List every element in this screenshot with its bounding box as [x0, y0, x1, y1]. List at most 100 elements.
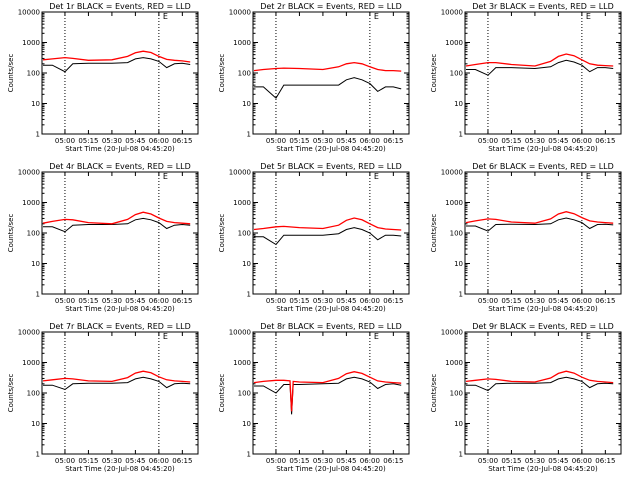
- series-line-events: [466, 59, 614, 76]
- x-tick-label: 05:45: [125, 297, 145, 305]
- y-tick-label: 1: [247, 451, 251, 459]
- y-axis-label: Counts/sec: [430, 214, 438, 253]
- x-tick-label: 05:45: [548, 137, 568, 145]
- chart-title: Det 1r BLACK = Events, RED = LLD: [49, 2, 191, 11]
- x-tick-label: 05:00: [55, 457, 75, 465]
- chart-title: Det 9r BLACK = Events, RED = LLD: [472, 322, 614, 331]
- y-tick-label: 100: [27, 230, 40, 238]
- x-axis-label: Start Time (20-Jul-08 04:45:20): [65, 305, 175, 313]
- y-tick-label: 10000: [229, 329, 251, 337]
- y-tick-label: 10: [31, 100, 40, 108]
- chart-title: Det 6r BLACK = Events, RED = LLD: [472, 162, 614, 171]
- x-tick-label: 05:00: [266, 137, 286, 145]
- series-line-lld: [42, 50, 191, 63]
- chart-panel-4: Det 4r BLACK = Events, RED = LLD 1 10 100 10…: [7, 162, 199, 313]
- series-line-lld: [465, 211, 614, 224]
- chart-title: Det 3r BLACK = Events, RED = LLD: [472, 2, 614, 11]
- x-tick-label: 05:00: [55, 137, 75, 145]
- chart-title: Det 7r BLACK = Events, RED = LLD: [49, 322, 191, 331]
- y-tick-label: 100: [27, 390, 40, 398]
- y-axis-label: Counts/sec: [218, 54, 226, 93]
- x-tick-label: 05:30: [102, 137, 122, 145]
- chart-panel-2: Det 2r BLACK = Events, RED = LLD 1 10 100 10…: [218, 2, 410, 153]
- y-tick-label: 1000: [445, 39, 463, 47]
- x-tick-label: 05:15: [78, 137, 98, 145]
- y-tick-label: 10: [242, 420, 251, 428]
- y-tick-label: 100: [238, 230, 251, 238]
- y-tick-label: 100: [238, 70, 251, 78]
- series-line-lld: [465, 370, 614, 384]
- event-marker: E: [163, 12, 168, 21]
- y-tick-label: 1: [459, 291, 463, 299]
- x-tick-label: 05:00: [478, 137, 498, 145]
- chart-panel-1: Det 1r BLACK = Events, RED = LLD 1 10 100 10…: [7, 2, 199, 153]
- y-axis-label: Counts/sec: [430, 374, 438, 413]
- x-tick-label: 05:45: [336, 457, 356, 465]
- y-tick-label: 1000: [22, 359, 40, 367]
- x-tick-label: 06:15: [595, 457, 615, 465]
- x-tick-label: 06:00: [360, 137, 380, 145]
- x-axis-label: Start Time (20-Jul-08 04:45:20): [488, 145, 598, 153]
- y-tick-label: 1: [247, 291, 251, 299]
- x-tick-label: 06:00: [149, 137, 169, 145]
- chart-panel-9: Det 9r BLACK = Events, RED = LLD 1 10 100 10…: [430, 322, 622, 473]
- x-tick-label: 05:00: [55, 297, 75, 305]
- y-tick-label: 10: [242, 100, 251, 108]
- x-tick-label: 05:45: [336, 297, 356, 305]
- chart-panel-7: Det 7r BLACK = Events, RED = LLD 1 10 100 10…: [7, 322, 199, 473]
- y-tick-label: 100: [450, 230, 463, 238]
- series-line-events: [466, 217, 614, 232]
- x-axis-label: Start Time (20-Jul-08 04:45:20): [65, 465, 175, 473]
- x-tick-label: 05:30: [313, 297, 333, 305]
- x-tick-label: 05:15: [289, 297, 309, 305]
- x-axis-label: Start Time (20-Jul-08 04:45:20): [276, 465, 386, 473]
- x-tick-label: 05:30: [525, 297, 545, 305]
- chart-panel-5: Det 5r BLACK = Events, RED = LLD 1 10 100 10…: [218, 162, 410, 313]
- chart-panel-8: Det 8r BLACK = Events, RED = LLD 1 10 100 10…: [218, 322, 410, 473]
- y-tick-label: 1: [247, 131, 251, 139]
- chart-title: Det 8r BLACK = Events, RED = LLD: [260, 322, 402, 331]
- x-tick-label: 06:00: [149, 297, 169, 305]
- x-tick-label: 05:15: [501, 297, 521, 305]
- y-tick-label: 1000: [445, 199, 463, 207]
- x-tick-label: 05:45: [336, 137, 356, 145]
- event-marker: E: [586, 12, 591, 21]
- x-tick-label: 06:00: [360, 297, 380, 305]
- x-tick-label: 05:00: [266, 457, 286, 465]
- x-tick-label: 06:00: [360, 457, 380, 465]
- chart-panel-6: Det 6r BLACK = Events, RED = LLD 1 10 100 10…: [430, 162, 622, 313]
- x-tick-label: 05:45: [548, 297, 568, 305]
- y-tick-label: 10000: [229, 169, 251, 177]
- x-tick-label: 05:30: [525, 137, 545, 145]
- y-tick-label: 10: [31, 420, 40, 428]
- x-axis-label: Start Time (20-Jul-08 04:45:20): [488, 305, 598, 313]
- x-tick-label: 06:15: [595, 297, 615, 305]
- y-tick-label: 1000: [22, 39, 40, 47]
- series-line-events: [43, 376, 191, 391]
- x-tick-label: 05:15: [501, 137, 521, 145]
- series-line-lld: [253, 371, 402, 412]
- x-tick-label: 05:00: [478, 297, 498, 305]
- y-axis-label: Counts/sec: [7, 214, 15, 253]
- y-tick-label: 1: [36, 131, 40, 139]
- y-tick-label: 10: [454, 260, 463, 268]
- y-tick-label: 100: [27, 70, 40, 78]
- event-marker: E: [163, 172, 168, 181]
- series-line-events: [43, 217, 191, 233]
- y-tick-label: 10000: [229, 9, 251, 17]
- series-line-lld: [253, 217, 402, 231]
- x-tick-label: 05:30: [525, 457, 545, 465]
- y-tick-label: 10000: [441, 9, 463, 17]
- series-line-events: [466, 376, 614, 392]
- x-tick-label: 05:15: [289, 457, 309, 465]
- event-marker: E: [163, 332, 168, 341]
- y-tick-label: 10: [454, 100, 463, 108]
- y-tick-label: 1: [36, 291, 40, 299]
- y-tick-label: 10: [31, 260, 40, 268]
- y-tick-label: 100: [450, 390, 463, 398]
- x-tick-label: 05:45: [125, 457, 145, 465]
- series-line-lld: [42, 211, 191, 225]
- y-axis-label: Counts/sec: [430, 54, 438, 93]
- x-tick-label: 06:15: [172, 137, 192, 145]
